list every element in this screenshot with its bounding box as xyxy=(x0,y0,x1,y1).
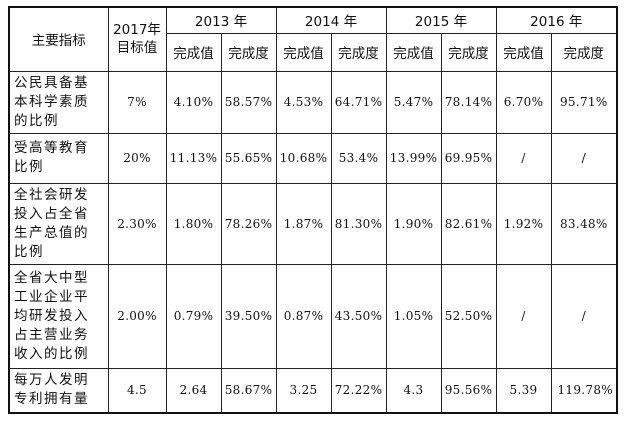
row-target: 2.30% xyxy=(107,182,167,265)
sub-header-value-2015: 完成值 xyxy=(385,32,442,72)
year-header-2013: 2013 年 xyxy=(165,6,277,34)
cell-rate: 69.95% xyxy=(440,132,497,184)
cell-value: 1.90% xyxy=(385,182,442,265)
row-indicator: 全省大中型工业企业平均研发投入占主营业务收入的比例 xyxy=(8,263,109,369)
row-target: 4.5 xyxy=(107,367,167,414)
sub-header-rate-2014: 完成度 xyxy=(330,32,387,72)
cell-rate: 119.78% xyxy=(550,367,618,414)
cell-rate: / xyxy=(550,132,618,184)
table-container: 主要指标 2017年目标值 2013 年 2014 年 2015 年 2016 … xyxy=(8,6,618,414)
cell-rate: 72.22% xyxy=(330,367,387,414)
row-indicator: 全社会研发投入占全省生产总值的比例 xyxy=(8,182,109,265)
cell-value: 6.70% xyxy=(495,70,552,134)
cell-value: 0.79% xyxy=(165,263,222,369)
row-target: 20% xyxy=(107,132,167,184)
header-row-years: 主要指标 2017年目标值 2013 年 2014 年 2015 年 2016 … xyxy=(8,6,618,72)
sub-header-rate-2013: 完成度 xyxy=(220,32,277,72)
indicator-header: 主要指标 xyxy=(8,6,109,72)
cell-rate: 95.56% xyxy=(440,367,497,414)
cell-rate: 58.67% xyxy=(220,367,277,414)
row-target: 7% xyxy=(107,70,167,134)
cell-value: / xyxy=(495,132,552,184)
cell-value: 4.53% xyxy=(275,70,332,134)
header-row-sub: 完成值 完成度 完成值 完成度 完成值 完成度 完成值 完成度 xyxy=(9,32,618,72)
cell-value: 3.25 xyxy=(275,367,332,414)
row-indicator: 公民具备基本科学素质的比例 xyxy=(8,70,109,134)
cell-value: 4.3 xyxy=(385,367,442,414)
cell-rate: 78.26% xyxy=(220,182,277,265)
year-header-2015: 2015 年 xyxy=(385,6,497,34)
sub-header-rate-2016: 完成度 xyxy=(550,32,618,72)
cell-value: 1.87% xyxy=(275,182,332,265)
cell-rate: 83.48% xyxy=(550,182,618,265)
cell-value: 11.13% xyxy=(165,132,222,184)
cell-value: 1.92% xyxy=(495,182,552,265)
cell-rate: 95.71% xyxy=(550,70,618,134)
cell-value: 10.68% xyxy=(275,132,332,184)
cell-rate: 39.50% xyxy=(220,263,277,369)
sub-header-value-2016: 完成值 xyxy=(495,32,552,72)
year-header-2016: 2016 年 xyxy=(495,6,618,34)
cell-rate: / xyxy=(550,263,618,369)
cell-rate: 78.14% xyxy=(440,70,497,134)
cell-rate: 55.65% xyxy=(220,132,277,184)
cell-value: / xyxy=(495,263,552,369)
cell-rate: 81.30% xyxy=(330,182,387,265)
table-row: 全省大中型工业企业平均研发投入占主营业务收入的比例 2.00% 0.79% 39… xyxy=(8,263,618,369)
row-indicator: 每万人发明专利拥有量 xyxy=(8,367,109,414)
row-indicator: 受高等教育比例 xyxy=(8,132,109,184)
cell-value: 4.10% xyxy=(165,70,222,134)
cell-value: 2.64 xyxy=(165,367,222,414)
row-target: 2.00% xyxy=(107,263,167,369)
sub-header-value-2014: 完成值 xyxy=(275,32,332,72)
table-row: 公民具备基本科学素质的比例 7% 4.10% 58.57% 4.53% 64.7… xyxy=(8,70,618,134)
cell-rate: 58.57% xyxy=(220,70,277,134)
cell-value: 5.47% xyxy=(385,70,442,134)
year-header-2014: 2014 年 xyxy=(275,6,387,34)
cell-value: 1.80% xyxy=(165,182,222,265)
cell-rate: 43.50% xyxy=(330,263,387,369)
cell-value: 5.39 xyxy=(495,367,552,414)
cell-value: 13.99% xyxy=(385,132,442,184)
cell-rate: 82.61% xyxy=(440,182,497,265)
indicators-table: 主要指标 2017年目标值 2013 年 2014 年 2015 年 2016 … xyxy=(8,6,618,414)
sub-header-rate-2015: 完成度 xyxy=(440,32,497,72)
table-row: 受高等教育比例 20% 11.13% 55.65% 10.68% 53.4% 1… xyxy=(8,132,618,184)
sub-header-value-2013: 完成值 xyxy=(165,32,222,72)
cell-rate: 64.71% xyxy=(330,70,387,134)
target-header: 2017年目标值 xyxy=(107,6,167,72)
cell-rate: 52.50% xyxy=(440,263,497,369)
cell-rate: 53.4% xyxy=(330,132,387,184)
cell-value: 0.87% xyxy=(275,263,332,369)
table-row: 全社会研发投入占全省生产总值的比例 2.30% 1.80% 78.26% 1.8… xyxy=(8,182,618,265)
cell-value: 1.05% xyxy=(385,263,442,369)
table-row: 每万人发明专利拥有量 4.5 2.64 58.67% 3.25 72.22% 4… xyxy=(8,367,618,414)
